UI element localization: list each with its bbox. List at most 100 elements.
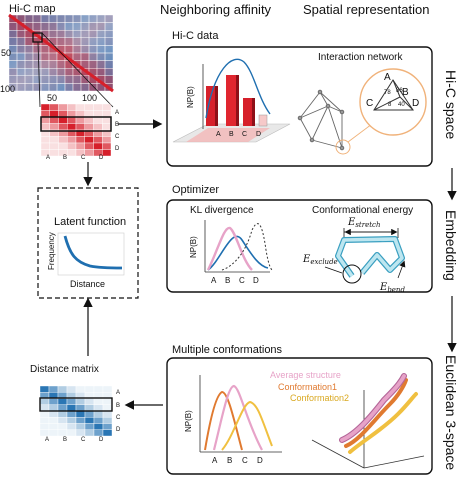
matrix-cell [84,110,94,118]
matrix-cell [102,116,112,124]
distance-cell [84,404,95,412]
kl-xtick-d: D [253,276,259,285]
hic-map-cell [24,83,34,92]
hic-map-cell [40,45,50,54]
distance-cell [75,398,86,405]
matrix-cell [84,116,94,124]
matrix-cell [49,116,59,124]
hic-map-cell [32,60,42,69]
hic-fit-curve [205,58,271,119]
hic-map-cell [96,67,106,76]
matrix-cell [58,103,68,111]
side-label-hic-space: Hi-C space [443,70,459,139]
hic-map-cell [80,22,90,31]
hic-bar-label-d: D [256,131,261,138]
distance-cell [84,385,95,393]
distance-cell [66,385,77,393]
matrix-cell [58,123,68,131]
hic-bar-a [206,86,215,126]
hic-map-cell [80,83,90,92]
conf-strand-2 [348,392,418,454]
matrix-cell [84,142,94,150]
hic-map-cell [56,30,66,39]
hic-map-cell [32,52,42,61]
hic-map-cell [8,60,18,69]
distance-cell [102,385,113,393]
hic-map-cell [40,67,50,76]
matrix-cell [40,103,50,111]
distance-cell [93,410,104,418]
interaction-mesh [297,89,373,155]
hic-map-cell [16,60,26,69]
legend-average-structure: Average structure [270,370,341,380]
kl-ylabel: NP(B) [189,236,198,258]
hic-map-cell [64,14,74,23]
distance-cell [66,398,77,405]
matrix-row-label-c: C [115,134,120,140]
hic-map-cell [56,22,66,31]
conformation-plot: NP(B) A B C D [184,375,282,465]
distance-cell [39,429,50,437]
hic-map-cell [88,52,98,61]
matrix-cell [75,110,85,118]
matrix-cell [93,136,103,144]
hic-map-cell [56,60,66,69]
hic-map-cell [96,37,106,46]
conf-ylabel: NP(B) [184,410,193,432]
kl-curve-blue [207,236,269,271]
hic-bar-d [258,114,268,127]
distance-cell [93,429,104,437]
distance-cell [84,423,95,430]
energy-diagram: Estretch Eexclude Ebend [302,217,405,294]
kl-xtick-a: A [211,276,217,285]
hic-map-cell [32,14,42,23]
hic-map-cell [96,14,106,23]
matrix-cell [75,103,85,111]
hic-map-cell [72,14,82,23]
distance-cell [102,423,113,430]
net-node-d: D [412,98,419,109]
distance-cell [93,385,104,393]
hic-bar-b [226,75,236,126]
hic-map-cell [104,75,114,84]
hic-map-cell [16,30,26,39]
hic-bar-plot: NP(B) A B C D [172,58,291,143]
hic-map-cell [64,83,74,92]
3d-conformations [311,373,425,469]
hic-map-cell [64,22,74,31]
distance-cell [48,398,59,405]
hic-map-cell [88,37,98,46]
hic-map-cell [48,52,58,61]
hic-map-cell [88,14,98,23]
hic-map-cell [48,83,58,92]
dm-col-label-c: C [81,437,86,443]
distance-cell [48,429,59,437]
hic-map-cell [48,22,58,31]
distance-cell [57,385,68,393]
distance-cell [93,417,104,424]
matrix-cell [102,123,112,131]
hic-map-cell [56,67,66,76]
distance-cell [39,417,50,424]
conf-xtick-c: C [242,456,248,465]
net-node-c: C [366,98,373,109]
dm-col-label-a: A [45,437,49,443]
distance-cell [75,404,86,412]
latent-decay-curve [63,235,123,270]
heading-neighboring-affinity: Neighboring affinity [160,2,272,17]
hic-map-cell [56,14,66,23]
interaction-network: A B C D 78 86 40 8 [359,68,427,136]
distance-cell [93,404,104,412]
hic-map-cell [48,30,58,39]
matrix-cell [49,110,59,118]
distance-cell [39,404,50,412]
distance-cell [48,423,59,430]
matrix-cell [102,142,112,150]
matrix-row-label-b: B [115,122,119,128]
latent-xlabel: Distance [70,279,105,289]
matrix-cell [67,149,77,157]
distance-cell [84,410,95,418]
hic-map-cell [72,37,82,46]
hic-map-cell [64,75,74,84]
net-node-b: B [402,87,409,98]
